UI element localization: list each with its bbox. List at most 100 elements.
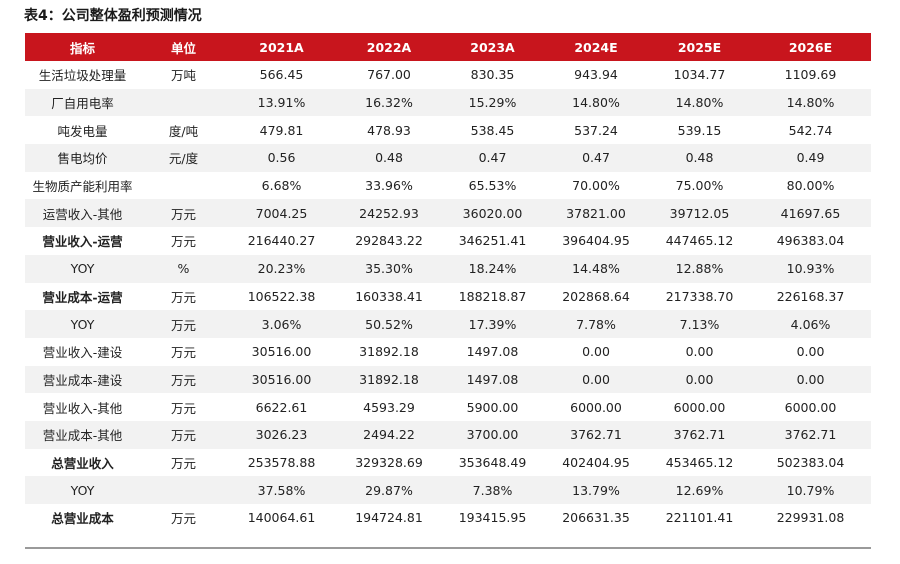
row-value: 7004.25: [227, 199, 336, 228]
header-indicator: 指标: [25, 33, 140, 61]
row-label: 售电均价: [25, 144, 140, 172]
row-value: 33.96%: [365, 178, 413, 194]
table-row: 厂自用电率 13.91% 16.32% 15.29% 14.80% 14.80% 14.80…: [25, 88, 871, 117]
row-value: 14.80%: [649, 88, 750, 117]
header-2024e: 2024E: [543, 33, 649, 61]
row-value: 10.93%: [750, 254, 871, 283]
table-header-row: 指标 单位 2021A 2022A 2023A 2024E 2025E 2026…: [25, 33, 871, 61]
header-2026e: 2026E: [750, 33, 871, 61]
row-value: 292843.22: [355, 233, 423, 249]
row-label: 吨发电量: [57, 123, 108, 139]
row-value: 0.00: [543, 365, 649, 394]
row-value: 30516.00: [251, 344, 312, 360]
row-value: 1034.77: [673, 67, 726, 83]
row-value: 35.30%: [336, 254, 442, 283]
row-value: 0.00: [685, 344, 714, 360]
row-value: 3762.71: [543, 420, 649, 449]
row-value: 253578.88: [247, 454, 316, 470]
row-unit: 度/吨: [168, 123, 199, 139]
row-value: 4.06%: [750, 310, 871, 338]
row-value: 830.35: [470, 67, 515, 83]
table-row: 生物质产能利用率 6.68% 33.96% 65.53% 70.00% 75.00% 80.…: [25, 172, 871, 200]
row-value: 216440.27: [247, 233, 316, 249]
row-value: 353648.49: [458, 454, 527, 470]
row-label: 营业成本-建设: [25, 365, 140, 394]
row-value: 14.48%: [543, 254, 649, 283]
row-value: 346251.41: [458, 233, 527, 249]
table-row: 售电均价 元/度 0.56 0.48 0.47 0.47 0.48 0.49: [25, 144, 871, 172]
bottom-rule: [25, 547, 871, 549]
row-value: 3700.00: [442, 420, 543, 449]
row-value: 3762.71: [649, 420, 750, 449]
row-value: 194724.81: [355, 510, 423, 526]
table-row: 营业收入-运营 万元 216440.27 292843.22 346251.41 3964…: [25, 227, 871, 255]
row-value: 75.00%: [675, 178, 724, 194]
row-value: 221101.41: [665, 510, 734, 526]
row-value: 0.00: [750, 365, 871, 394]
row-value: 1497.08: [466, 344, 519, 360]
table-row: YOY 万元 3.06% 50.52% 17.39% 7.78% 7.13% 4.06%: [25, 310, 871, 338]
table-row: 总营业收入 万元 253578.88 329328.69 353648.49 402404…: [25, 449, 871, 477]
row-value: 41697.65: [750, 199, 871, 228]
row-value: 6000.00: [673, 399, 726, 415]
row-label: 营业成本-其他: [25, 420, 140, 449]
row-value: 1497.08: [442, 365, 543, 394]
row-unit: 万元: [140, 420, 227, 449]
row-value: 0.00: [796, 344, 825, 360]
row-value: 14.80%: [750, 88, 871, 117]
row-value: 37.58%: [227, 476, 336, 504]
row-value: 3762.71: [750, 420, 871, 449]
row-value: 502383.04: [776, 454, 845, 470]
table-row: 营业成本-建设 万元 30516.00 31892.18 1497.08 0.00 0.00…: [25, 365, 871, 394]
row-value: 80.00%: [786, 178, 835, 194]
row-value: 29.87%: [336, 476, 442, 504]
row-value: 6000.00: [784, 399, 837, 415]
row-value: 217338.70: [665, 288, 734, 304]
row-unit: %: [140, 254, 227, 283]
row-value: 206631.35: [562, 510, 630, 526]
row-value: 453465.12: [665, 454, 734, 470]
table-row: 营业收入-建设 万元 30516.00 31892.18 1497.08 0.00 0.00…: [25, 338, 871, 366]
row-value: 14.80%: [543, 88, 649, 117]
row-value: 37821.00: [543, 199, 649, 228]
row-value: 943.94: [574, 67, 618, 83]
row-value: 402404.95: [562, 454, 630, 470]
table-row: 营业成本-运营 万元 106522.38 160338.41 188218.87 2028…: [25, 283, 871, 311]
row-value: 4593.29: [363, 399, 415, 415]
table-title: 表4：公司整体盈利预测情况: [24, 8, 202, 24]
row-unit: 万元: [170, 455, 196, 471]
row-value: 0.48: [649, 144, 750, 172]
row-value: 13.91%: [227, 88, 336, 117]
row-value: 24252.93: [336, 199, 442, 228]
row-value: 539.15: [677, 122, 722, 138]
row-value: 39712.05: [649, 199, 750, 228]
row-value: 31892.18: [359, 344, 419, 360]
row-value: 70.00%: [572, 178, 620, 194]
row-value: 18.24%: [442, 254, 543, 283]
profit-forecast-table: 指标 单位 2021A 2022A 2023A 2024E 2025E 2026…: [25, 33, 871, 532]
row-value: 7.38%: [442, 476, 543, 504]
row-value: 6.68%: [261, 178, 302, 194]
row-value: 36020.00: [442, 199, 543, 228]
table-row: 营业收入-其他 万元 6622.61 4593.29 5900.00 6000.00 600…: [25, 393, 871, 421]
row-value: 0.47: [442, 144, 543, 172]
header-2022a: 2022A: [336, 33, 442, 61]
row-value: 538.45: [470, 122, 515, 138]
row-label: 营业收入-其他: [42, 400, 123, 416]
row-value: 0.00: [649, 365, 750, 394]
table-row: YOY 37.58% 29.87% 7.38% 13.79% 12.69% 10.79%: [25, 476, 871, 504]
row-value: 396404.95: [562, 233, 630, 249]
table-row: 吨发电量 度/吨 479.81 478.93 538.45 537.24 539.15 542…: [25, 116, 871, 144]
row-value: 160338.41: [355, 288, 423, 304]
row-label: 营业成本-运营: [42, 289, 123, 305]
row-value: 65.53%: [468, 178, 517, 194]
table-row: 运营收入-其他 万元 7004.25 24252.93 36020.00 37821.00…: [25, 199, 871, 228]
row-value: 0.48: [336, 144, 442, 172]
row-value: 542.74: [788, 122, 833, 138]
row-value: 12.69%: [649, 476, 750, 504]
row-value: 447465.12: [665, 233, 734, 249]
row-unit: 万元: [170, 511, 196, 527]
row-unit: [140, 88, 227, 117]
row-value: 188218.87: [458, 288, 527, 304]
row-value: 7.13%: [649, 310, 750, 338]
